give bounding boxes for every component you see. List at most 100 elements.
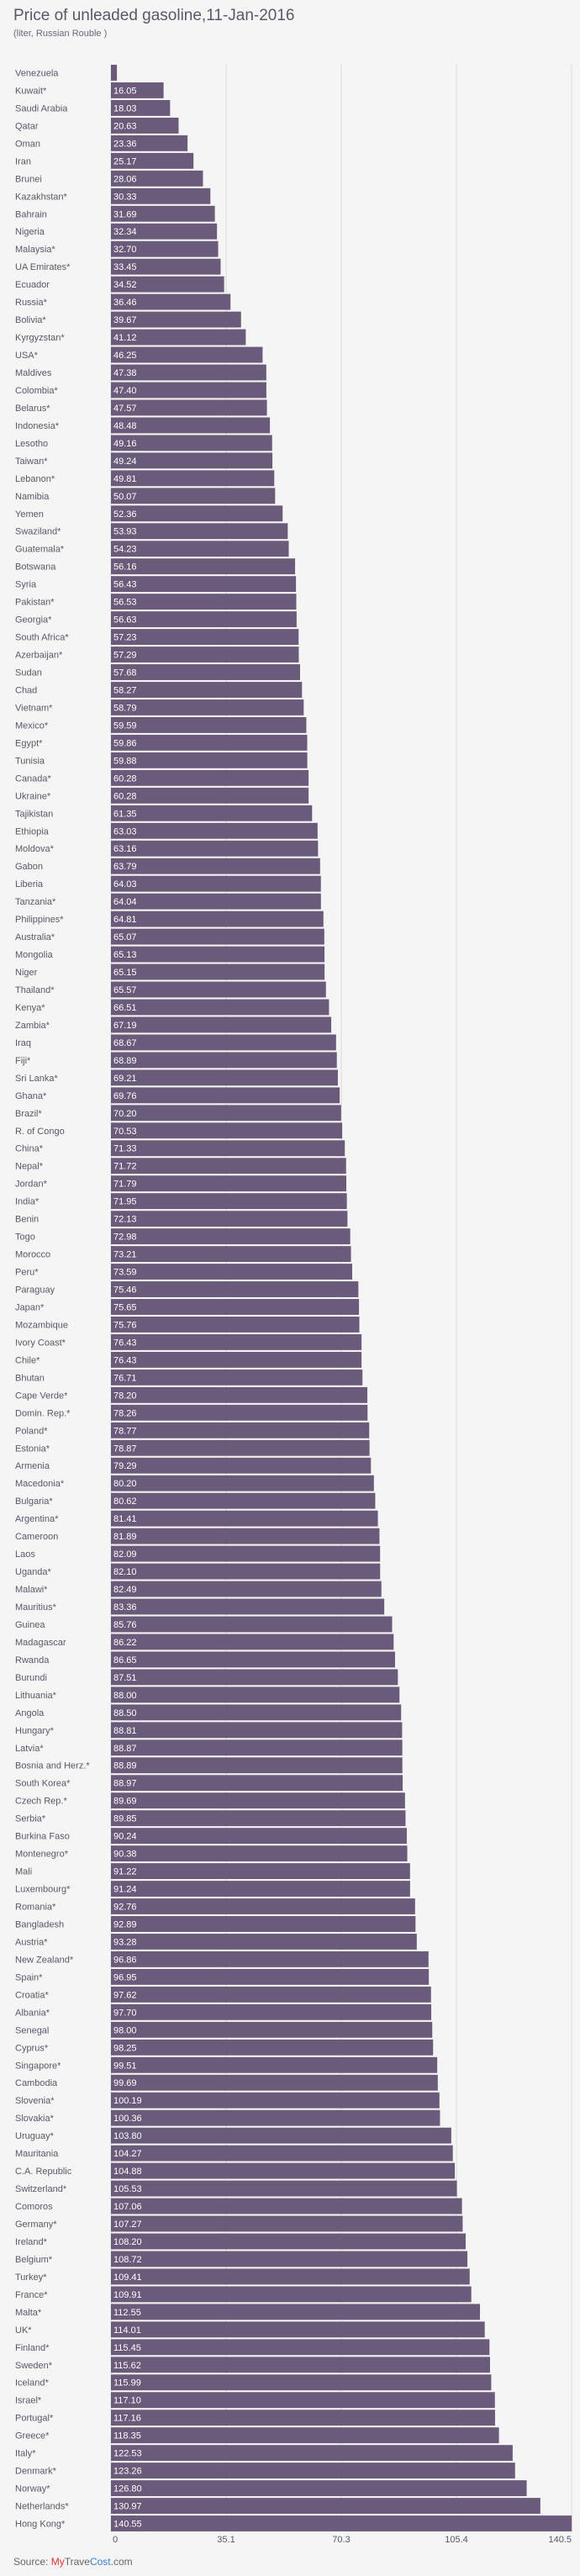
- bar: [111, 1757, 403, 1774]
- category-label: Kazakhstan*: [15, 192, 67, 202]
- bar-value-label: 57.68: [113, 668, 137, 678]
- bar: [111, 1457, 372, 1474]
- bar: [111, 1950, 429, 1967]
- bar-value-label: 90.38: [113, 1850, 137, 1860]
- bar: [111, 1898, 415, 1914]
- bar: [111, 1193, 347, 1210]
- bar: [111, 2480, 527, 2497]
- bar: [111, 1581, 382, 1597]
- bar: [111, 435, 272, 451]
- bar-value-label: 126.80: [113, 2484, 142, 2494]
- category-label: Croatia*: [15, 1990, 49, 2000]
- category-label: Russia*: [15, 298, 48, 308]
- category-label: Senegal: [15, 2025, 49, 2035]
- bar-value-label: 59.88: [113, 756, 137, 766]
- bar-value-label: 59.59: [113, 721, 137, 731]
- bar-value-label: 23.36: [113, 139, 137, 149]
- category-label: Bangladesh: [15, 1919, 64, 1929]
- source-brand-b[interactable]: Trave: [64, 2556, 90, 2568]
- source-brand-d[interactable]: .com: [110, 2556, 133, 2568]
- bar: [111, 2003, 432, 2020]
- category-label: Canada*: [15, 773, 52, 784]
- bar: [111, 1863, 410, 1880]
- bar: [111, 2410, 495, 2426]
- category-label: Qatar: [15, 121, 39, 131]
- bar: [111, 2162, 456, 2179]
- bar: [111, 1916, 416, 1932]
- category-label: Domin. Rep.*: [15, 1408, 71, 1418]
- source-brand-c[interactable]: Cost: [89, 2556, 111, 2568]
- category-label: Kenya*: [15, 1003, 45, 1013]
- category-label: Argentina*: [15, 1514, 59, 1524]
- bar: [111, 594, 297, 610]
- bar-value-label: 47.40: [113, 386, 137, 396]
- bar: [111, 946, 325, 963]
- bar: [111, 1369, 363, 1386]
- bar-value-label: 80.62: [113, 1497, 137, 1507]
- bar-value-label: 105.53: [113, 2184, 142, 2194]
- bar-value-label: 75.65: [113, 1302, 137, 1312]
- bar-value-label: 68.89: [113, 1056, 137, 1066]
- bar: [111, 2215, 463, 2232]
- category-label: Gabon: [15, 862, 43, 872]
- bar: [111, 1052, 337, 1069]
- bar: [111, 752, 308, 768]
- bar-value-label: 73.21: [113, 1250, 137, 1260]
- category-label: Cape Verde*: [15, 1391, 68, 1401]
- bar: [111, 2286, 472, 2303]
- category-label: Hungary*: [15, 1726, 55, 1736]
- bar-value-label: 65.15: [113, 968, 137, 978]
- bar-value-label: 82.49: [113, 1585, 137, 1595]
- bar: [111, 1881, 410, 1897]
- category-label: Malta*: [15, 2308, 42, 2318]
- bar: [111, 1034, 336, 1051]
- bar: [111, 1264, 353, 1280]
- bar-value-label: 75.46: [113, 1285, 137, 1296]
- category-label: Tajikistan: [15, 809, 53, 819]
- bar-value-label: 65.07: [113, 932, 137, 942]
- bar-value-label: 34.52: [113, 280, 137, 290]
- bar-value-label: 67.19: [113, 1021, 137, 1031]
- category-label: Romania*: [15, 1903, 56, 1913]
- bar: [111, 1510, 378, 1527]
- bar: [111, 2515, 572, 2531]
- bar: [111, 1634, 394, 1650]
- bar-value-label: 60.28: [113, 773, 137, 784]
- category-label: Yemen: [15, 509, 44, 520]
- bar: [111, 1616, 393, 1633]
- category-label: Egypt*: [15, 738, 43, 748]
- bar-value-label: 108.72: [113, 2255, 142, 2265]
- bar: [111, 2145, 453, 2162]
- category-label: Colombia*: [15, 386, 58, 396]
- bar: [111, 1968, 430, 1985]
- bar: [111, 2109, 440, 2126]
- bar: [111, 2463, 515, 2479]
- bar-value-label: 49.24: [113, 457, 137, 467]
- category-label: Malaysia*: [15, 245, 55, 255]
- category-label: Portugal*: [15, 2414, 54, 2424]
- bar-value-label: 82.10: [113, 1567, 137, 1577]
- category-label: Madagascar: [15, 1638, 66, 1648]
- bar: [111, 1492, 376, 1509]
- category-label: South Korea*: [15, 1779, 71, 1789]
- bar-value-label: 96.95: [113, 1972, 137, 1982]
- category-label: Philippines*: [15, 915, 64, 925]
- category-label: Syria: [15, 580, 37, 590]
- bar-value-label: 87.51: [113, 1673, 137, 1683]
- bar: [111, 805, 313, 821]
- category-label: Mauritania: [15, 2149, 59, 2159]
- bar: [111, 1281, 359, 1297]
- bar-value-label: 50.07: [113, 492, 137, 502]
- category-label: Togo: [15, 1233, 35, 1243]
- category-label: Slovenia*: [15, 2096, 55, 2106]
- category-label: Finland*: [15, 2343, 50, 2353]
- bar: [111, 2427, 499, 2444]
- bar: [111, 258, 221, 275]
- source-brand-a[interactable]: My: [50, 2556, 65, 2568]
- bar-value-label: 88.89: [113, 1761, 137, 1771]
- bar: [111, 135, 188, 151]
- bar-value-label: 28.06: [113, 174, 137, 184]
- bar-value-label: 59.86: [113, 738, 137, 748]
- category-label: China*: [15, 1144, 44, 1154]
- bar: [111, 1792, 405, 1809]
